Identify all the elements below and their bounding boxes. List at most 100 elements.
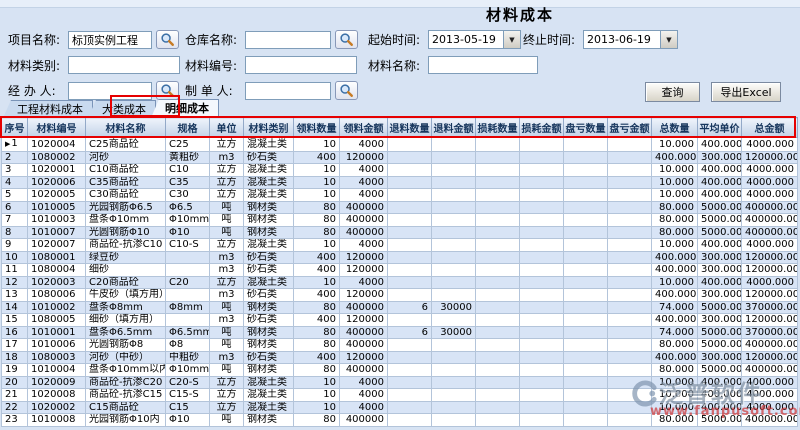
table-cell[interactable]: 4000.000	[741, 400, 798, 414]
table-cell[interactable]	[563, 213, 608, 227]
table-cell[interactable]	[475, 200, 520, 214]
table-cell[interactable]: 6	[387, 300, 432, 314]
table-cell[interactable]: 400000	[339, 413, 388, 427]
table-cell[interactable]	[431, 213, 476, 227]
table-cell[interactable]	[431, 163, 476, 177]
table-cell[interactable]	[475, 313, 520, 327]
table-cell[interactable]	[387, 200, 432, 214]
table-cell[interactable]: 4000	[339, 175, 388, 189]
material-category-input[interactable]	[68, 56, 180, 74]
table-cell[interactable]: 10	[293, 238, 340, 252]
table-cell[interactable]	[607, 137, 652, 152]
table-cell[interactable]	[387, 213, 432, 227]
table-cell[interactable]	[607, 163, 652, 177]
table-cell[interactable]: 4000.000	[741, 163, 798, 177]
table-cell[interactable]: 6	[1, 200, 28, 214]
export-excel-button[interactable]: 导出Excel	[711, 82, 781, 102]
column-header[interactable]: 盘亏数量	[563, 117, 608, 138]
table-cell[interactable]: 砂石类	[243, 263, 294, 277]
table-cell[interactable]	[431, 263, 476, 277]
table-cell[interactable]: 80	[293, 200, 340, 214]
table-cell[interactable]	[387, 263, 432, 277]
table-cell[interactable]: 混凝土类	[243, 375, 294, 389]
tab-project-material-cost[interactable]: 工程材料成本	[3, 100, 93, 118]
table-cell[interactable]	[563, 300, 608, 314]
table-cell[interactable]: 80	[293, 338, 340, 352]
table-cell[interactable]: 5000.000	[697, 200, 742, 214]
table-cell[interactable]: 80	[293, 213, 340, 227]
table-cell[interactable]	[519, 137, 564, 152]
table-cell[interactable]: 400.000	[697, 400, 742, 414]
table-cell[interactable]: m3	[209, 263, 244, 277]
table-cell[interactable]: 钢材类	[243, 300, 294, 314]
table-cell[interactable]: 400.000	[697, 275, 742, 289]
table-cell[interactable]: 1020004	[27, 137, 86, 152]
column-header[interactable]: 平均单价	[697, 117, 742, 138]
table-cell[interactable]	[387, 275, 432, 289]
table-cell[interactable]	[387, 163, 432, 177]
table-cell[interactable]	[607, 350, 652, 364]
table-cell[interactable]: 5000.000	[697, 363, 742, 377]
table-cell[interactable]	[431, 175, 476, 189]
table-cell[interactable]	[607, 263, 652, 277]
table-cell[interactable]: 混凝土类	[243, 137, 294, 152]
table-cell[interactable]	[431, 350, 476, 364]
table-cell[interactable]: 10.000	[651, 163, 698, 177]
table-cell[interactable]: 绿豆砂	[85, 250, 166, 264]
table-cell[interactable]: 5000.000	[697, 338, 742, 352]
table-cell[interactable]: 120000.000	[741, 250, 798, 264]
table-cell[interactable]	[519, 275, 564, 289]
table-cell[interactable]: 15	[1, 313, 28, 327]
table-cell[interactable]	[475, 375, 520, 389]
table-cell[interactable]	[475, 300, 520, 314]
table-cell[interactable]: 10.000	[651, 137, 698, 152]
document-maker-input[interactable]	[245, 81, 331, 100]
table-cell[interactable]: Φ8mm	[165, 300, 210, 314]
table-cell[interactable]: 19	[1, 363, 28, 377]
table-cell[interactable]: 1020002	[27, 400, 86, 414]
table-cell[interactable]: 5	[1, 188, 28, 202]
table-cell[interactable]	[563, 338, 608, 352]
table-cell[interactable]: 混凝土类	[243, 275, 294, 289]
table-cell[interactable]: 4000.000	[741, 238, 798, 252]
table-cell[interactable]: m3	[209, 350, 244, 364]
table-cell[interactable]	[519, 188, 564, 202]
table-cell[interactable]	[475, 188, 520, 202]
table-row[interactable]: 2 1080002 河砂 黄粗砂 m3 砂石类 400 120000 400.000 300.00…	[1, 150, 798, 164]
table-row[interactable]: 8 1010007 光圆钢筋Φ10 Φ10 吨钢材类 80 400000 80.000 5000…	[1, 225, 798, 239]
table-cell[interactable]: 4000.000	[741, 375, 798, 389]
table-cell[interactable]: 10.000	[651, 388, 698, 402]
table-cell[interactable]: C25商品砼	[85, 137, 166, 152]
table-cell[interactable]: 10	[1, 250, 28, 264]
table-cell[interactable]: 400	[293, 313, 340, 327]
table-cell[interactable]: 盘条Φ6.5mm	[85, 325, 166, 339]
table-cell[interactable]: C35	[165, 175, 210, 189]
table-cell[interactable]	[387, 338, 432, 352]
table-cell[interactable]: 11	[1, 263, 28, 277]
table-cell[interactable]: 400000	[339, 200, 388, 214]
table-cell[interactable]	[475, 400, 520, 414]
table-cell[interactable]	[431, 363, 476, 377]
table-cell[interactable]	[563, 200, 608, 214]
table-cell[interactable]	[563, 400, 608, 414]
table-cell[interactable]: 1020005	[27, 188, 86, 202]
table-cell[interactable]: 80.000	[651, 413, 698, 427]
table-cell[interactable]: 1080003	[27, 350, 86, 364]
table-cell[interactable]: 混凝土类	[243, 400, 294, 414]
table-cell[interactable]	[607, 363, 652, 377]
table-cell[interactable]: 10	[293, 175, 340, 189]
table-cell[interactable]: 1020003	[27, 275, 86, 289]
table-cell[interactable]	[165, 263, 210, 277]
table-cell[interactable]: 1010007	[27, 225, 86, 239]
table-cell[interactable]	[563, 275, 608, 289]
table-cell[interactable]: 4000	[339, 388, 388, 402]
table-cell[interactable]: 钢材类	[243, 200, 294, 214]
column-header[interactable]: 材料名称	[85, 117, 166, 138]
table-row[interactable]: 14 1010002 盘条Φ8mm Φ8mm 吨钢材类 80 400000 6 30000 74.…	[1, 300, 798, 314]
table-cell[interactable]: 22	[1, 400, 28, 414]
table-cell[interactable]: 钢材类	[243, 413, 294, 427]
table-cell[interactable]: 80	[293, 225, 340, 239]
table-cell[interactable]	[519, 325, 564, 339]
table-cell[interactable]	[475, 163, 520, 177]
table-cell[interactable]: 80.000	[651, 213, 698, 227]
